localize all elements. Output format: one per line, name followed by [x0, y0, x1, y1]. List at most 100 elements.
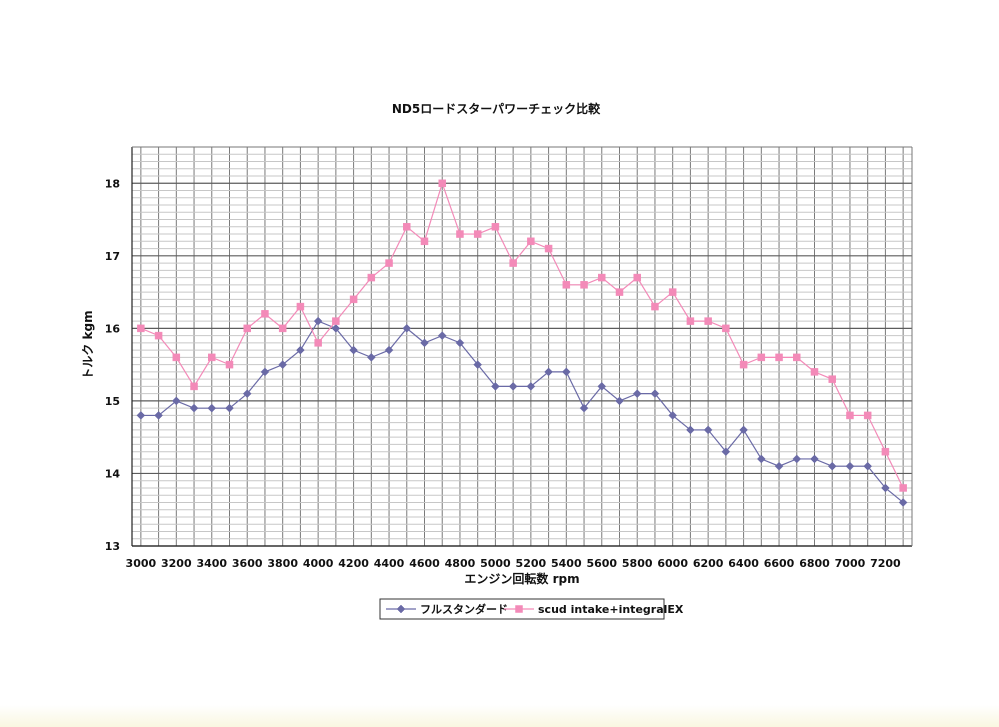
- data-point: [225, 403, 234, 413]
- plot-background: [132, 147, 912, 546]
- data-point: [455, 338, 465, 348]
- data-point: [527, 237, 535, 246]
- data-point: [278, 360, 288, 369]
- data-point: [810, 454, 819, 464]
- x-tick-label: 7000: [835, 557, 866, 570]
- data-point: [491, 382, 500, 391]
- x-tick-label: 4200: [338, 557, 369, 570]
- data-point: [243, 324, 251, 333]
- x-tick-label: 5600: [586, 557, 617, 570]
- data-point: [898, 498, 908, 507]
- data-point: [793, 353, 801, 362]
- data-point: [739, 360, 748, 369]
- data-point: [172, 353, 181, 362]
- x-tick-label: 6800: [799, 557, 830, 570]
- data-point: [508, 382, 518, 391]
- data-point: [580, 281, 588, 289]
- data-point: [225, 360, 234, 369]
- data-point: [721, 447, 731, 457]
- data-point: [314, 339, 322, 347]
- x-tick-label: 3400: [196, 557, 227, 570]
- data-point: [473, 360, 483, 369]
- data-point: [668, 411, 678, 420]
- data-point: [190, 382, 198, 391]
- data-point: [403, 223, 411, 231]
- data-point: [242, 389, 252, 399]
- x-tick-label: 7200: [870, 557, 901, 570]
- x-tick-label: 3800: [267, 557, 298, 570]
- data-point: [296, 345, 305, 355]
- data-point: [332, 317, 340, 325]
- data-point: [509, 259, 517, 267]
- data-point: [686, 425, 695, 435]
- data-point: [615, 288, 624, 296]
- data-point: [456, 230, 464, 238]
- data-point: [171, 396, 181, 406]
- x-tick-label: 5200: [516, 557, 547, 570]
- data-point: [775, 353, 783, 362]
- data-point: [686, 317, 695, 325]
- y-tick-label: 18: [105, 177, 120, 190]
- data-point: [261, 310, 269, 318]
- data-point: [757, 353, 766, 362]
- x-tick-label: 5400: [551, 557, 582, 570]
- y-tick-label: 15: [105, 395, 120, 408]
- legend-entry: フルスタンダード: [386, 602, 508, 616]
- x-tick-label: 6000: [657, 557, 688, 570]
- legend: フルスタンダード scud intake+integralEX: [379, 598, 684, 620]
- data-point: [668, 288, 677, 296]
- data-point: [846, 411, 854, 420]
- x-tick-label: 4000: [303, 557, 334, 570]
- legend-label: フルスタンダード: [420, 602, 508, 616]
- data-point: [544, 367, 553, 377]
- data-point: [704, 317, 712, 325]
- data-point: [366, 353, 376, 362]
- y-tick-label: 16: [105, 322, 121, 335]
- series-0: [136, 316, 908, 507]
- x-tick-label: 6400: [728, 557, 759, 570]
- data-point: [561, 367, 571, 377]
- data-point: [544, 244, 553, 253]
- x-tick-label: 3200: [161, 557, 192, 570]
- data-point: [597, 382, 607, 391]
- x-axis-label: エンジン回転数 rpm: [464, 571, 579, 586]
- data-point: [208, 353, 216, 362]
- data-point: [137, 324, 145, 333]
- data-point: [154, 411, 163, 420]
- data-point: [650, 389, 660, 399]
- data-point: [810, 368, 819, 376]
- data-point: [598, 273, 606, 282]
- data-point: [491, 223, 500, 231]
- data-point: [331, 324, 341, 333]
- data-point: [881, 483, 890, 493]
- data-point: [384, 345, 394, 355]
- plot-area: [132, 147, 912, 546]
- y-tick-labels: 13 14 15 16 17 18: [105, 177, 121, 553]
- data-point: [562, 281, 571, 289]
- y-tick-label: 13: [105, 540, 120, 553]
- data-point: [774, 461, 784, 471]
- data-point: [845, 461, 855, 471]
- data-point: [615, 396, 624, 406]
- data-point: [260, 367, 270, 377]
- x-tick-label: 3600: [232, 557, 263, 570]
- data-point: [863, 411, 872, 420]
- series-1: [137, 179, 907, 492]
- data-point: [438, 179, 446, 188]
- y-axis-label: トルク kgm: [81, 310, 95, 379]
- data-point: [899, 484, 907, 492]
- x-tick-labels: 3000 3200 3400 3600 3800 4000 4200 4400 4600 4800…: [126, 557, 902, 570]
- data-point: [278, 324, 287, 333]
- data-point: [437, 331, 447, 340]
- data-point: [473, 230, 482, 238]
- data-point: [881, 447, 890, 456]
- page-bottom-tint: [0, 705, 999, 727]
- data-point: [396, 604, 406, 614]
- data-point: [420, 237, 429, 246]
- data-point: [515, 605, 523, 613]
- data-point: [367, 273, 376, 282]
- data-point: [651, 302, 659, 311]
- series-layer: [136, 179, 908, 507]
- x-tick-label: 5000: [480, 557, 511, 570]
